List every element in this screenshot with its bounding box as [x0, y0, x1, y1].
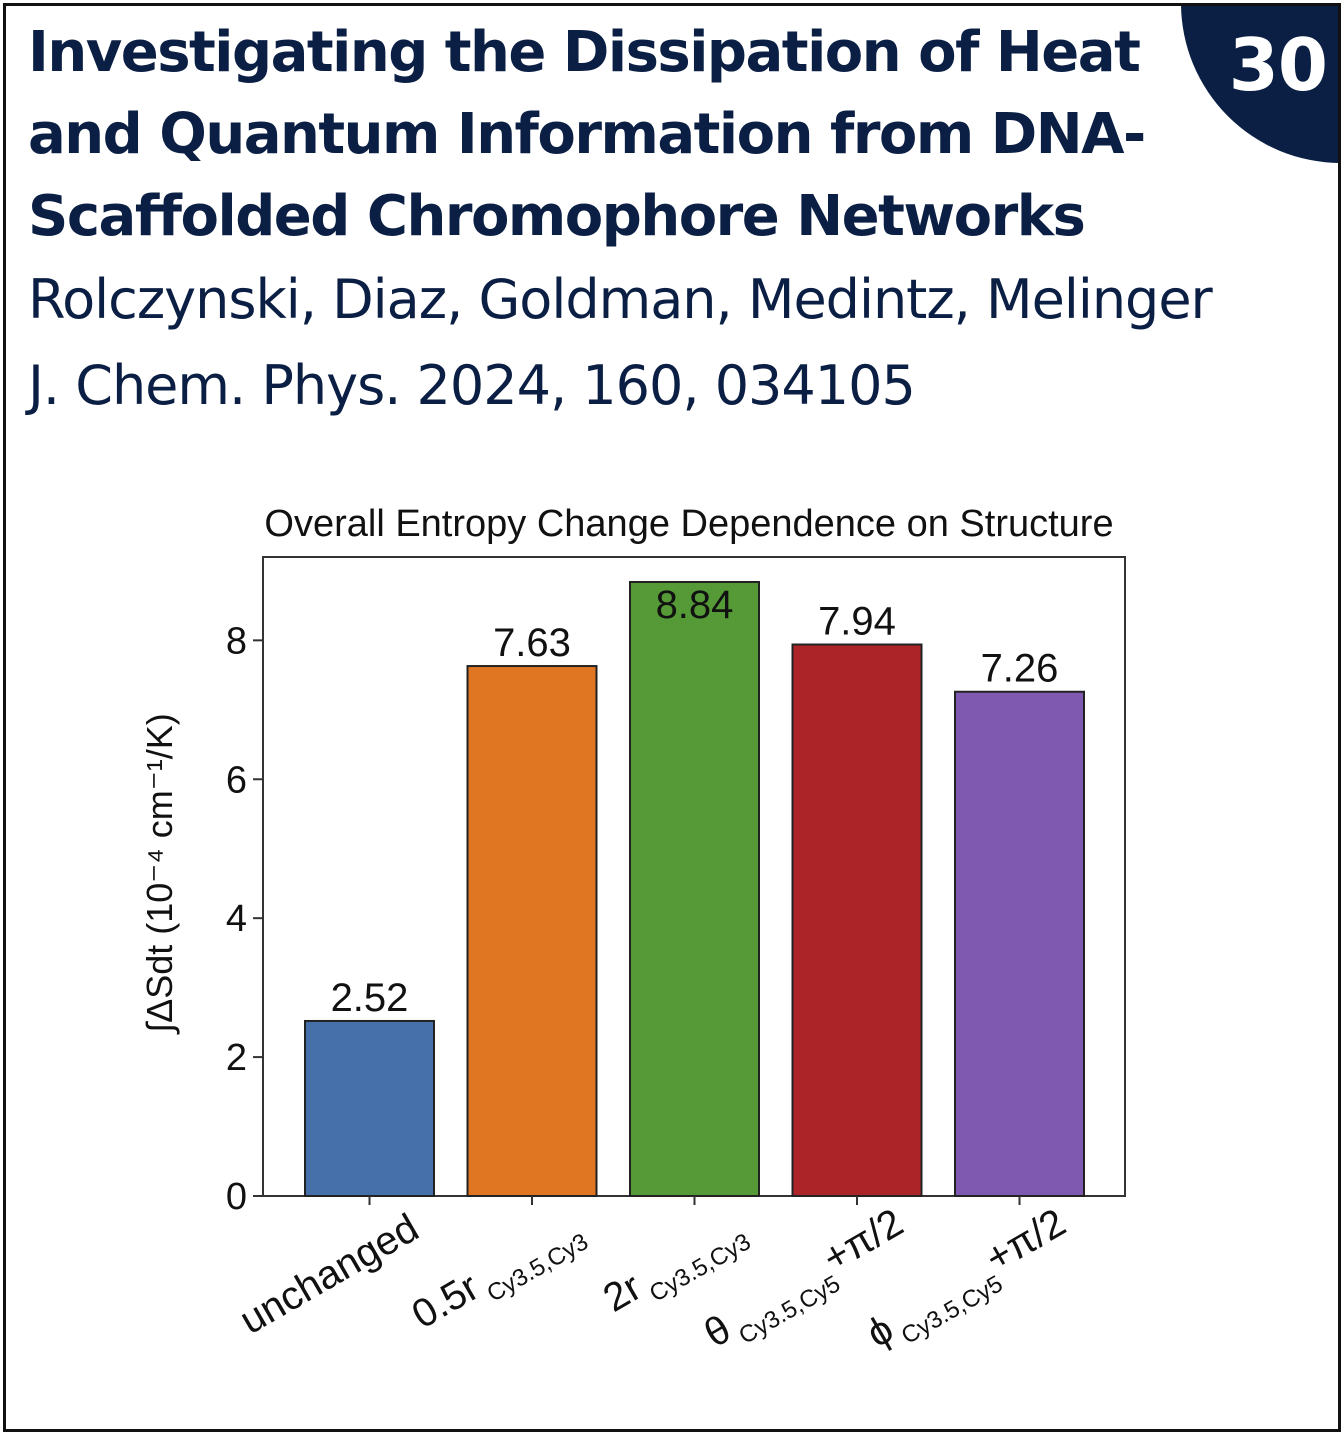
paper-title: Investigating the Dissipation of Heat an… [28, 20, 1146, 249]
y-tick-label: 4 [226, 898, 247, 940]
bar [466, 665, 598, 1197]
plot-area: 0 2 4 6 8 2.52 unchanged 7.63 0.5rCy3.5,Cy3 8.84 2… [226, 556, 1126, 1356]
citation: J. Chem. Phys. 2024, 160, 034105 [28, 354, 916, 417]
chart-title: Overall Entropy Change Dependence on Str… [264, 503, 1113, 545]
x-tick-label: 2rCy3.5,Cy3 [596, 1206, 756, 1329]
bar-value-label: 2.52 [331, 976, 409, 1020]
bar-value-label: 8.84 [656, 583, 734, 627]
bar [304, 1019, 435, 1197]
bar [954, 690, 1085, 1197]
y-axis-label: ∫ΔSdt (10⁻⁴ cm⁻¹/K) [139, 713, 180, 1034]
bar-value-label: 7.63 [493, 621, 571, 665]
y-tick-label: 0 [226, 1176, 247, 1218]
x-tick-label: 0.5rCy3.5,Cy3 [405, 1206, 593, 1345]
y-tick-label: 2 [226, 1037, 247, 1079]
bar-value-label: 7.94 [818, 600, 896, 644]
y-tick-label: 6 [226, 759, 247, 801]
bar-value-label: 7.26 [981, 647, 1059, 691]
y-tick-label: 8 [226, 620, 247, 662]
bar [629, 581, 760, 1197]
authors: Rolczynski, Diaz, Goldman, Medintz, Meli… [28, 268, 1213, 331]
x-tick-label: unchanged [233, 1206, 426, 1343]
badge-number: 30 [1228, 23, 1328, 107]
bar [791, 643, 923, 1197]
